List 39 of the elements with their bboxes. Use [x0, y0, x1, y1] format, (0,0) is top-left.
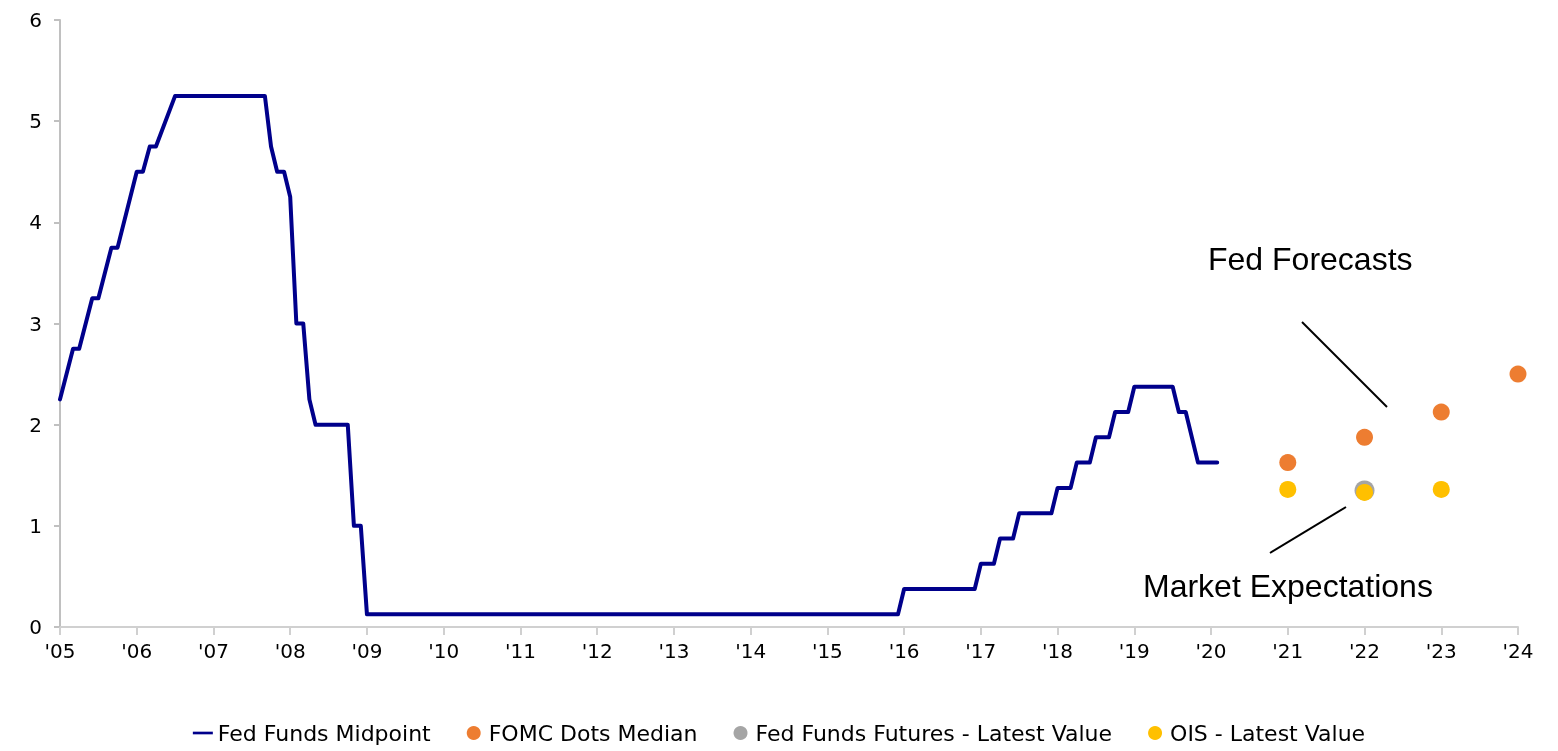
- x-tick-label: '17: [965, 639, 997, 663]
- annotation: Fed Forecasts: [1208, 241, 1413, 277]
- y-tick-label: 2: [29, 412, 42, 437]
- x-tick-label: '06: [121, 639, 153, 663]
- x-tick-label: '05: [44, 639, 76, 663]
- x-tick-label: '13: [658, 639, 690, 663]
- point: [1432, 480, 1450, 498]
- y-tick-label: 0: [29, 615, 42, 639]
- point: [1509, 365, 1527, 383]
- x-tick-label: '22: [1349, 639, 1380, 663]
- point: [1279, 480, 1297, 498]
- x-tick-label: '15: [811, 639, 843, 663]
- x-tick-label: '10: [428, 639, 460, 663]
- x-tick-label: '24: [1502, 639, 1534, 663]
- y-tick-label: 1: [29, 513, 42, 538]
- x-tick-label: '11: [504, 639, 536, 663]
- legend-label: FOMC Dots Median: [488, 720, 698, 746]
- y-tick-label: 5: [29, 109, 42, 134]
- x-tick-label: '18: [1042, 639, 1074, 663]
- legend-label: Fed Funds Midpoint: [217, 720, 432, 746]
- x-tick-label: '19: [1118, 639, 1150, 663]
- annotation: Market Expectations: [1143, 568, 1433, 604]
- x-tick-label: '07: [198, 639, 229, 663]
- point: [1279, 454, 1297, 472]
- point: [1432, 403, 1450, 421]
- y-tick-label: 3: [29, 311, 42, 336]
- x-tick-label: '20: [1195, 639, 1227, 663]
- x-tick-label: '23: [1425, 639, 1457, 663]
- x-tick-label: '14: [735, 639, 767, 663]
- legend-label: Fed Funds Futures - Latest Value: [755, 720, 1113, 746]
- y-tick-label: 4: [29, 210, 42, 235]
- x-tick-label: '08: [274, 639, 306, 663]
- x-tick-label: '16: [888, 639, 920, 663]
- x-tick-label: '12: [581, 639, 613, 663]
- x-tick-label: '09: [351, 639, 383, 663]
- y-tick-label: 6: [29, 8, 42, 32]
- x-tick-label: '21: [1272, 639, 1304, 663]
- legend-label: OIS - Latest Value: [1170, 720, 1366, 746]
- point: [1356, 428, 1374, 446]
